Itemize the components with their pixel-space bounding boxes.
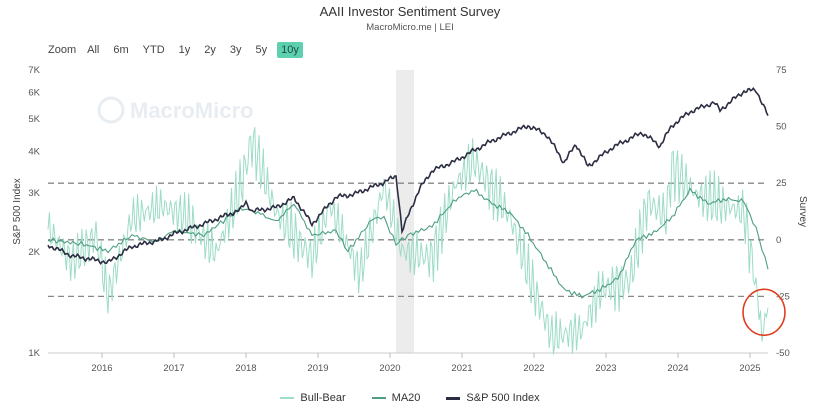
x-tick-label-7: 2023 — [595, 363, 616, 374]
chart-title: AAII Investor Sentiment Survey — [319, 4, 501, 19]
x-tick-label-5: 2021 — [451, 363, 472, 374]
x-tick-label-2: 2018 — [235, 363, 256, 374]
left-tick-label-5: 6K — [28, 87, 40, 98]
legend-bull-bear[interactable]: Bull-Bear — [280, 392, 346, 404]
highlight-circle — [742, 288, 786, 337]
zoom-label: Zoom — [48, 44, 77, 56]
left-tick-label-6: 7K — [28, 65, 40, 76]
shaded-period — [396, 70, 414, 353]
right-tick-label-2: 0 — [776, 235, 781, 246]
chart-legend: Bull-Bear MA20 S&P 500 Index — [0, 392, 820, 404]
legend-sp500-swatch — [446, 396, 461, 400]
left-tick-label-3: 4K — [28, 146, 40, 157]
right-tick-label-0: -50 — [776, 348, 790, 359]
watermark-logo-icon — [97, 96, 125, 124]
sentiment-chart: MacroMicro 1K 2K 3K 4K 5K 6K 7K -50 -25 0 25 50 75 201… — [12, 65, 808, 374]
right-tick-label-3: 25 — [776, 178, 787, 189]
x-tick-label-8: 2024 — [667, 363, 688, 374]
chart-subtitle: MacroMicro.me | LEI — [366, 22, 454, 33]
legend-ma20-swatch — [371, 397, 386, 399]
watermark-text: MacroMicro — [130, 98, 253, 123]
zoom-bar: Zoom All 6m YTD 1y 2y 3y 5y 10y — [48, 41, 309, 59]
legend-sp500-label: S&P 500 Index — [466, 392, 540, 404]
series-bull-bear-line — [47, 127, 769, 355]
left-tick-label-4: 5K — [28, 114, 40, 125]
zoom-all-button[interactable]: All — [87, 44, 100, 56]
right-axis-title: Survey — [797, 196, 808, 227]
left-tick-label-0: 1K — [28, 348, 40, 359]
zoom-1y-button[interactable]: 1y — [178, 44, 191, 56]
x-tick-label-1: 2017 — [163, 363, 184, 374]
zoom-10y-button[interactable]: 10y — [277, 42, 303, 58]
right-tick-label-4: 50 — [776, 122, 787, 133]
zoom-5y-button[interactable]: 5y — [255, 44, 268, 56]
x-tick-label-9: 2025 — [739, 363, 760, 374]
x-tick-label-4: 2020 — [379, 363, 400, 374]
legend-ma20-label: MA20 — [391, 392, 421, 404]
legend-bull-bear-swatch — [280, 397, 295, 399]
left-axis-title: S&P 500 Index — [12, 178, 23, 245]
legend-sp500[interactable]: S&P 500 Index — [446, 392, 540, 404]
x-tick-label-0: 2016 — [91, 363, 112, 374]
right-tick-label-5: 75 — [776, 65, 787, 76]
x-tick-label-6: 2022 — [523, 363, 544, 374]
x-tick-label-3: 2019 — [307, 363, 328, 374]
series-ma20-line — [47, 187, 769, 299]
zoom-ytd-button[interactable]: YTD — [142, 44, 165, 56]
zoom-3y-button[interactable]: 3y — [229, 44, 242, 56]
legend-ma20[interactable]: MA20 — [371, 392, 421, 404]
right-tick-label-1: -25 — [776, 291, 790, 302]
legend-bull-bear-label: Bull-Bear — [300, 392, 346, 404]
left-tick-label-1: 2K — [28, 247, 40, 258]
left-tick-label-2: 3K — [28, 188, 40, 199]
zoom-6m-button[interactable]: 6m — [113, 44, 129, 56]
zoom-2y-button[interactable]: 2y — [204, 44, 216, 56]
series-sp500-line — [47, 86, 769, 265]
